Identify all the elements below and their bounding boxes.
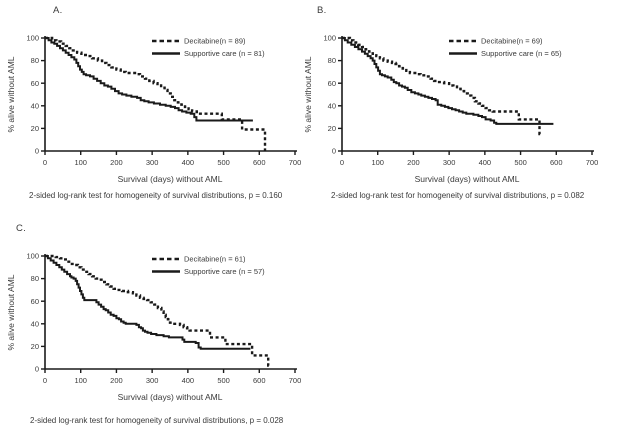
y-tick-label: 80 <box>31 56 39 65</box>
x-tick-label: 700 <box>289 376 302 385</box>
y-tick-label: 20 <box>31 342 39 351</box>
panel-c: C. 0 100 200 300 400 500 600 700 0 20 40 60 80 100 Sur… <box>0 218 315 435</box>
km-curve-supportive-care-n-65 <box>342 37 554 125</box>
x-tick-label: 600 <box>550 158 563 167</box>
x-tick-label: 400 <box>182 376 195 385</box>
x-tick-label: 400 <box>479 158 492 167</box>
km-curve-supportive-care-n-57 <box>45 255 251 350</box>
y-axis-title: % alive without AML <box>6 56 16 132</box>
x-tick-label: 500 <box>514 158 527 167</box>
y-tick-label: 0 <box>332 147 336 156</box>
x-axis-title: Survival (days) without AML <box>118 392 223 402</box>
panel-a: A. 0 100 200 300 400 500 600 700 0 20 40 60 80 100 Sur… <box>0 0 315 215</box>
legend-label-supportive-care-n-57: Supportive care (n = 57) <box>184 267 265 276</box>
panel-b-footnote: 2-sided log-rank test for homogeneity of… <box>331 191 585 200</box>
legend-label-decitabine-n-61: Decitabine(n = 61) <box>184 255 246 264</box>
y-tick-label: 80 <box>328 56 336 65</box>
y-tick-label: 100 <box>323 34 336 43</box>
panel-a-label: A. <box>53 5 63 16</box>
x-axis-title: Survival (days) without AML <box>118 174 223 184</box>
x-tick-label: 200 <box>407 158 420 167</box>
panel-c-footnote: 2-sided log-rank test for homogeneity of… <box>30 416 284 425</box>
km-curve-decitabine-n-89 <box>45 36 267 151</box>
y-tick-label: 40 <box>328 101 336 110</box>
x-tick-label: 0 <box>340 158 344 167</box>
x-tick-label: 400 <box>182 158 195 167</box>
x-tick-label: 500 <box>217 376 230 385</box>
x-tick-label: 600 <box>253 158 266 167</box>
x-tick-label: 0 <box>43 158 47 167</box>
x-tick-label: 100 <box>74 376 87 385</box>
x-tick-label: 0 <box>43 376 47 385</box>
panel-b-label: B. <box>317 5 327 16</box>
panel-a-chart: 0 100 200 300 400 500 600 700 0 20 40 60 80 100 Surviv… <box>6 34 302 184</box>
y-tick-label: 40 <box>31 101 39 110</box>
y-tick-label: 0 <box>35 365 39 374</box>
x-tick-label: 200 <box>110 376 123 385</box>
x-tick-label: 500 <box>217 158 230 167</box>
legend-label-decitabine-n-69: Decitabine(n = 69) <box>481 37 543 46</box>
x-tick-label: 100 <box>74 158 87 167</box>
legend-label-supportive-care-n-65: Supportive care (n = 65) <box>481 49 562 58</box>
x-tick-label: 300 <box>146 158 159 167</box>
panel-b-chart: 0 100 200 300 400 500 600 700 0 20 40 60 80 100 Surviv… <box>303 34 599 184</box>
panel-b: B. 0 100 200 300 400 500 600 700 0 20 40 60 80 100 Sur… <box>297 0 630 215</box>
x-tick-label: 100 <box>371 158 384 167</box>
x-tick-label: 600 <box>253 376 266 385</box>
x-tick-label: 700 <box>289 158 302 167</box>
y-tick-label: 100 <box>26 252 39 261</box>
km-curve-supportive-care-n-81 <box>45 37 253 122</box>
y-tick-label: 60 <box>31 297 39 306</box>
panel-c-chart: 0 100 200 300 400 500 600 700 0 20 40 60 80 100 Surviv… <box>6 252 302 402</box>
y-tick-label: 20 <box>328 124 336 133</box>
y-axis-title: % alive without AML <box>6 274 16 350</box>
y-tick-label: 20 <box>31 124 39 133</box>
y-tick-label: 100 <box>26 34 39 43</box>
x-axis-title: Survival (days) without AML <box>415 174 520 184</box>
y-tick-label: 80 <box>31 274 39 283</box>
km-curve-decitabine-n-69 <box>342 36 542 136</box>
km-curve-decitabine-n-61 <box>45 254 272 367</box>
x-tick-label: 300 <box>443 158 456 167</box>
x-tick-label: 200 <box>110 158 123 167</box>
legend-label-decitabine-n-89: Decitabine(n = 89) <box>184 37 246 46</box>
panel-a-footnote: 2-sided log-rank test for homogeneity of… <box>29 191 283 200</box>
legend-label-supportive-care-n-81: Supportive care (n = 81) <box>184 49 265 58</box>
y-tick-label: 40 <box>31 319 39 328</box>
y-tick-label: 60 <box>328 79 336 88</box>
x-tick-label: 700 <box>586 158 599 167</box>
panel-c-label: C. <box>16 223 27 234</box>
x-tick-label: 300 <box>146 376 159 385</box>
y-tick-label: 0 <box>35 147 39 156</box>
y-axis-title: % alive without AML <box>303 56 313 132</box>
y-tick-label: 60 <box>31 79 39 88</box>
